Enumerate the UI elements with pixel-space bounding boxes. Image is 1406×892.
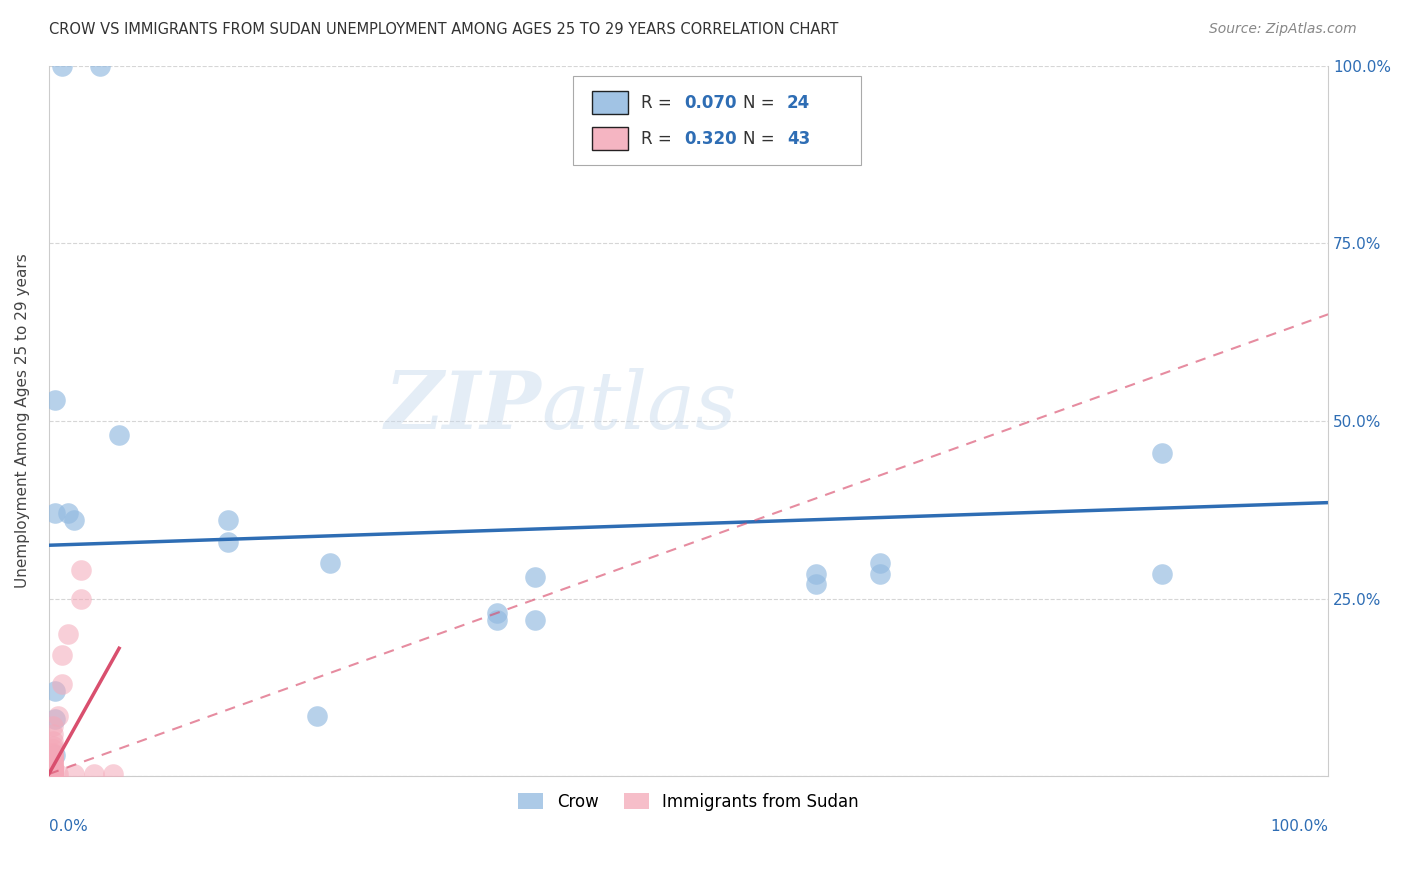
Point: [69, 563, 91, 577]
Point: [69, 591, 91, 606]
Point: [89, 59, 111, 73]
FancyBboxPatch shape: [592, 91, 628, 114]
Point: [869, 556, 891, 570]
Point: [108, 428, 131, 442]
Point: [41, 767, 63, 781]
Point: [41, 756, 63, 770]
Point: [41, 767, 63, 781]
Point: [217, 534, 239, 549]
Point: [56, 506, 79, 520]
Point: [41, 764, 63, 779]
Point: [44, 747, 66, 762]
Point: [44, 392, 66, 407]
Point: [44, 712, 66, 726]
Text: 0.0%: 0.0%: [49, 819, 87, 834]
Point: [41, 758, 63, 772]
Point: [41, 751, 63, 765]
Point: [41, 754, 63, 768]
Point: [41, 767, 63, 781]
Text: N =: N =: [744, 129, 780, 148]
Text: ZIP: ZIP: [384, 368, 541, 445]
Text: 43: 43: [787, 129, 810, 148]
Point: [41, 760, 63, 774]
Point: [63, 513, 86, 527]
Point: [44, 684, 66, 698]
Point: [41, 757, 63, 772]
Point: [869, 566, 891, 581]
Text: 24: 24: [787, 94, 810, 112]
Point: [41, 726, 63, 740]
Text: N =: N =: [744, 94, 780, 112]
Point: [41, 765, 63, 780]
FancyBboxPatch shape: [574, 76, 860, 165]
Point: [41, 747, 63, 761]
Point: [806, 566, 828, 581]
Point: [806, 577, 828, 591]
Text: R =: R =: [641, 94, 678, 112]
Point: [41, 733, 63, 747]
Point: [41, 753, 63, 767]
Point: [41, 746, 63, 760]
Point: [46, 767, 69, 781]
Point: [485, 606, 508, 620]
Text: atlas: atlas: [541, 368, 737, 445]
Point: [41, 719, 63, 733]
Point: [41, 739, 63, 753]
Point: [523, 613, 546, 627]
Legend: Crow, Immigrants from Sudan: Crow, Immigrants from Sudan: [512, 786, 865, 818]
Point: [1150, 566, 1173, 581]
Point: [41, 767, 63, 781]
Point: [41, 767, 63, 781]
Point: [41, 763, 63, 777]
Text: CROW VS IMMIGRANTS FROM SUDAN UNEMPLOYMENT AMONG AGES 25 TO 29 YEARS CORRELATION: CROW VS IMMIGRANTS FROM SUDAN UNEMPLOYME…: [49, 22, 838, 37]
Point: [51, 677, 73, 691]
Point: [63, 767, 86, 781]
Point: [307, 708, 329, 723]
Point: [51, 59, 73, 73]
FancyBboxPatch shape: [592, 128, 628, 150]
Point: [41, 767, 63, 781]
Point: [41, 767, 63, 781]
Point: [41, 742, 63, 756]
Point: [83, 767, 105, 781]
Text: Source: ZipAtlas.com: Source: ZipAtlas.com: [1209, 22, 1357, 37]
Point: [41, 767, 63, 781]
Point: [51, 648, 73, 663]
Point: [41, 750, 63, 764]
Point: [41, 764, 63, 779]
Point: [41, 763, 63, 777]
Y-axis label: Unemployment Among Ages 25 to 29 years: Unemployment Among Ages 25 to 29 years: [15, 253, 30, 588]
Point: [41, 761, 63, 775]
Point: [217, 513, 239, 527]
Text: 0.070: 0.070: [685, 94, 737, 112]
Point: [1150, 446, 1173, 460]
Point: [101, 767, 124, 781]
Point: [56, 627, 79, 641]
Point: [44, 506, 66, 520]
Text: 100.0%: 100.0%: [1270, 819, 1329, 834]
Point: [41, 765, 63, 780]
Text: R =: R =: [641, 129, 678, 148]
Point: [46, 708, 69, 723]
Point: [319, 556, 342, 570]
Point: [523, 570, 546, 584]
Point: [41, 748, 63, 763]
Point: [485, 613, 508, 627]
Point: [41, 765, 63, 780]
Point: [41, 761, 63, 775]
Text: 0.320: 0.320: [685, 129, 737, 148]
